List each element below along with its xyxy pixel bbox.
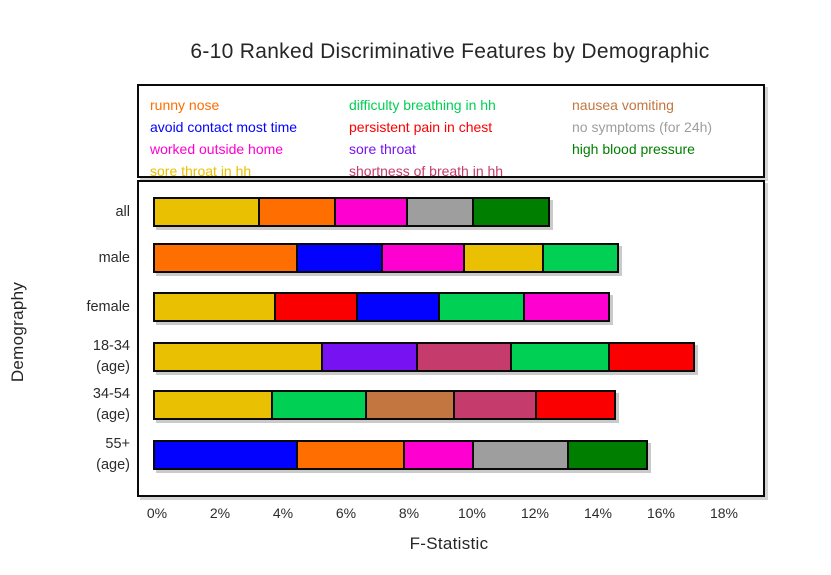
bar-segment: [462, 243, 544, 273]
y-tick-line: 34-54: [92, 386, 130, 402]
bar-row-all: [153, 197, 550, 227]
bar-row-34-54-age-: [153, 390, 617, 420]
y-tick-line: male: [98, 249, 130, 266]
legend-item: worked outside home: [150, 141, 284, 157]
y-tick-label: male: [0, 235, 130, 281]
legend-item: runny nose: [150, 97, 220, 113]
y-tick-line: 55+: [105, 436, 130, 452]
y-tick-line: 18-34: [92, 338, 130, 354]
bar-segment: [153, 342, 324, 372]
bar-segment: [607, 342, 695, 372]
chart-title: 6-10 Ranked Discriminative Features by D…: [190, 40, 710, 63]
bar-row-55+-age-: [153, 440, 648, 470]
bar-row-female: [153, 292, 610, 322]
bar-segment: [437, 292, 525, 322]
legend-item: avoid contact most time: [150, 119, 298, 135]
y-tick-label: female: [0, 284, 130, 330]
bar-segment: [365, 390, 456, 420]
bar-segment: [406, 197, 475, 227]
bar-segment: [321, 342, 418, 372]
bar-segment: [153, 440, 298, 470]
bar-segment: [380, 243, 465, 273]
bar-segment: [153, 390, 273, 420]
bar-segment: [355, 292, 440, 322]
x-tick-label: 10%: [457, 505, 487, 521]
bar-segment: [270, 390, 368, 420]
legend-item: sore throat in hh: [150, 163, 252, 179]
legend-item: persistent pain in chest: [349, 119, 493, 135]
y-tick-line: (age): [96, 407, 130, 423]
bar-segment: [472, 440, 569, 470]
x-tick-label: 4%: [272, 505, 294, 521]
bar-segment: [522, 292, 610, 322]
plot-area: [137, 180, 765, 497]
x-axis-label: F-Statistic: [409, 534, 489, 553]
y-tick-line: (age): [96, 359, 130, 375]
bar-segment: [453, 390, 538, 420]
bar-segment: [472, 197, 550, 227]
legend-item: difficulty breathing in hh: [349, 97, 496, 113]
bar-segment: [510, 342, 610, 372]
bar-segment: [541, 243, 620, 273]
y-tick-label: 34-54 (age): [0, 382, 130, 428]
legend-column: difficulty breathing in hh persistent pai…: [349, 94, 503, 182]
bar-segment: [273, 292, 358, 322]
y-tick-line: female: [86, 298, 130, 315]
legend-item: no symptoms (for 24h): [572, 119, 713, 135]
x-tick-label: 16%: [646, 505, 676, 521]
bar-segment: [258, 197, 336, 227]
bar-row-male: [153, 243, 620, 273]
y-tick-line: (age): [96, 457, 130, 473]
bar-segment: [333, 197, 409, 227]
bar-segment: [295, 243, 383, 273]
legend-box: runny nose avoid contact most time worked …: [137, 84, 765, 179]
bar-segment: [415, 342, 513, 372]
legend-item: sore throat: [349, 141, 416, 157]
legend-column: runny nose avoid contact most time worked …: [150, 94, 297, 182]
bar-segment: [566, 440, 648, 470]
y-axis-label: Demography: [8, 281, 27, 383]
x-tick-label: 14%: [583, 505, 613, 521]
y-tick-line: all: [115, 203, 130, 220]
x-tick-label: 8%: [398, 505, 420, 521]
bar-row-18-34-age-: [153, 342, 695, 372]
bar-segment: [402, 440, 475, 470]
legend-item: nausea vomiting: [572, 97, 674, 113]
x-tick-label: 12%: [520, 505, 550, 521]
bar-segment: [153, 243, 298, 273]
x-tick-label: 0%: [146, 505, 168, 521]
legend-item: shortness of breath in hh: [349, 163, 504, 179]
bar-segment: [153, 197, 261, 227]
bar-segment: [535, 390, 617, 420]
bar-segment: [295, 440, 405, 470]
y-tick-label: all: [0, 189, 130, 235]
legend-column: nausea vomiting no symptoms (for 24h) high…: [572, 94, 712, 160]
x-tick-label: 2%: [209, 505, 231, 521]
bar-segment: [153, 292, 276, 322]
legend-item: high blood pressure: [572, 141, 695, 157]
x-tick-label: 6%: [335, 505, 357, 521]
x-tick-label: 18%: [709, 505, 739, 521]
y-tick-label: 55+ (age): [0, 432, 130, 478]
y-tick-label: 18-34 (age): [0, 334, 130, 380]
